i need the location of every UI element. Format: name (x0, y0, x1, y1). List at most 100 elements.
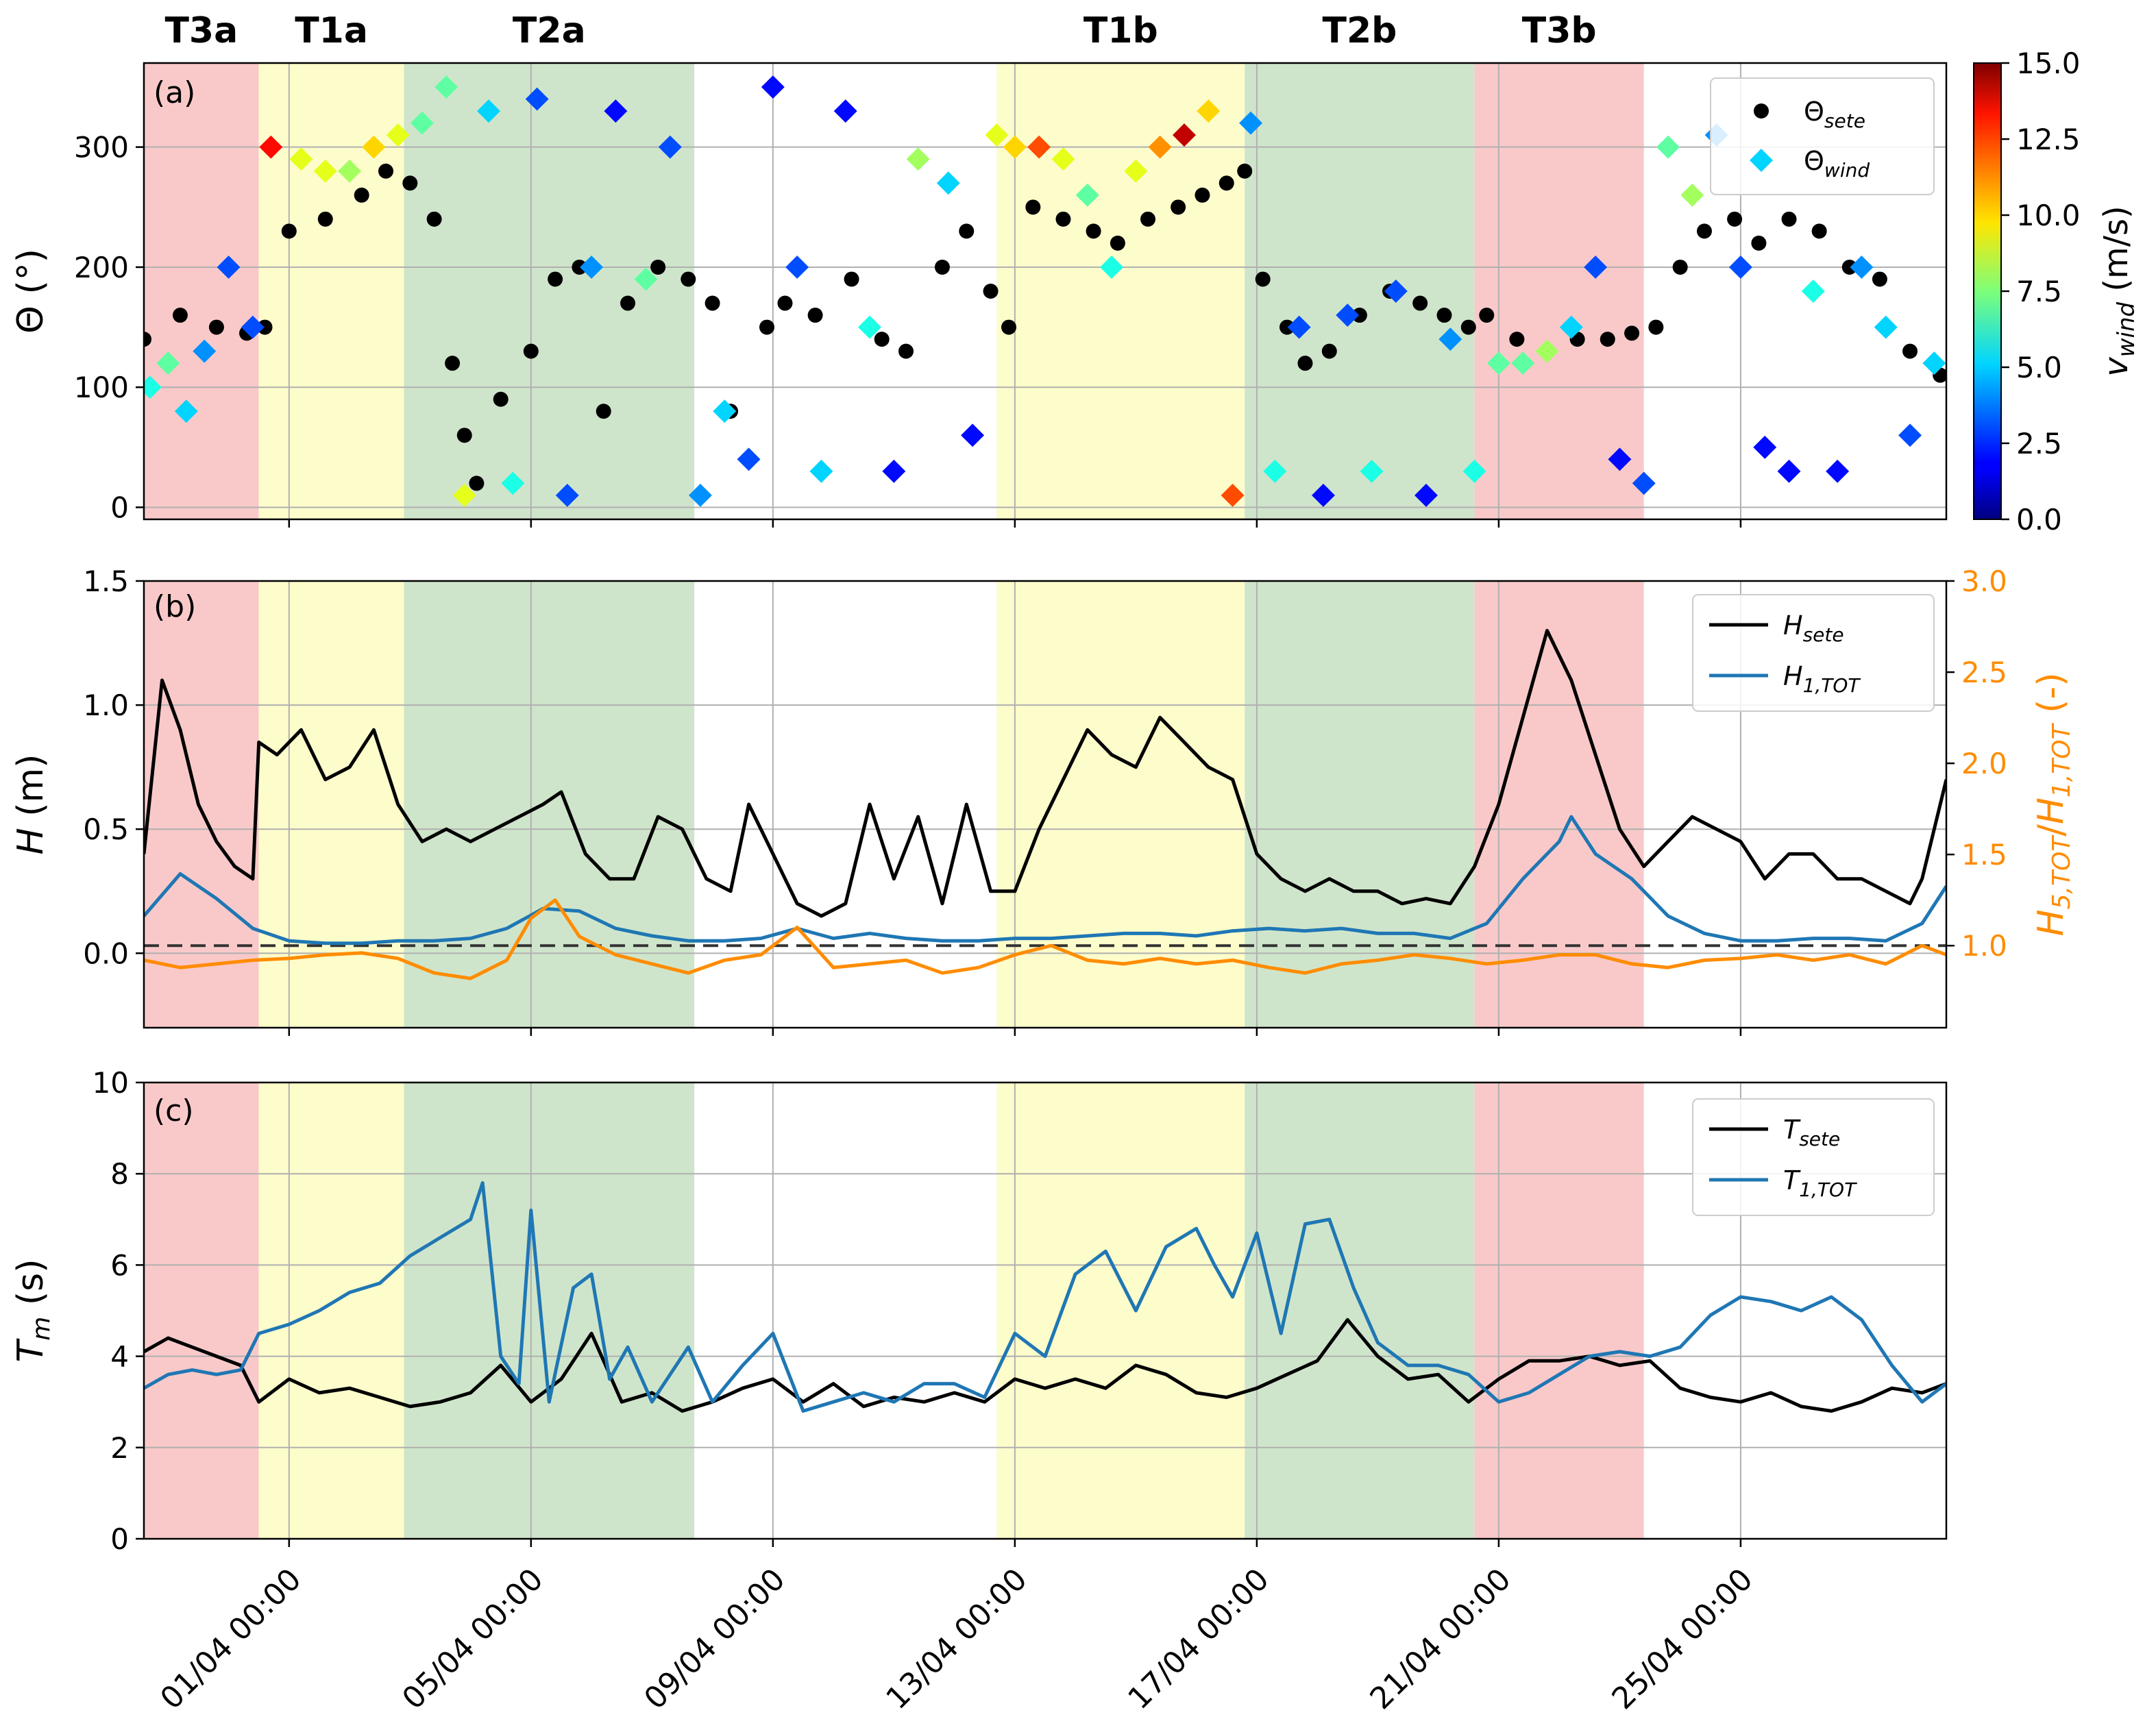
point-theta-sete (1171, 199, 1186, 215)
point-theta-sete (456, 428, 472, 443)
plot-area (144, 1181, 1946, 1413)
x-axis-ticks (288, 519, 1742, 528)
period-band-t3a (144, 63, 259, 519)
y-tick-label: 200 (74, 251, 129, 284)
point-theta-wind (1312, 483, 1335, 507)
y2-tick-label: 3.0 (1961, 565, 2007, 598)
period-band-t2b (1245, 1082, 1475, 1539)
point-theta-sete (172, 308, 188, 323)
x-axis: 01/04 00:00 05/04 00:00 09/04 00:00 13/04 0… (154, 1539, 1760, 1716)
point-theta-wind (1027, 135, 1051, 159)
point-theta-wind (737, 447, 761, 471)
point-theta-sete (1751, 235, 1767, 251)
y-axis: 0 100 200 300 (74, 131, 144, 524)
point-theta-sete (317, 211, 333, 227)
period-band-t1a (258, 581, 404, 1028)
point-theta-wind (1336, 304, 1360, 327)
point-theta-sete (1811, 223, 1827, 239)
period-band-t2a (404, 1082, 695, 1539)
point-theta-wind (501, 471, 525, 495)
period-label-t1b: T1b (1083, 10, 1158, 51)
y2-axis: 1.0 1.5 2.0 2.5 3.0 (1946, 565, 2007, 963)
point-theta-wind (525, 87, 549, 111)
point-theta-wind (985, 123, 1009, 147)
period-band-t3b (1474, 1082, 1644, 1539)
point-theta-sete (1025, 199, 1041, 215)
colorbar-tick-label: 15.0 (2016, 47, 2081, 80)
x-tick-label: 13/04 00:00 (879, 1562, 1033, 1716)
point-theta-wind (241, 315, 265, 339)
point-theta-sete (1624, 325, 1640, 341)
x-tick-label: 25/04 00:00 (1605, 1562, 1759, 1716)
period-labels: T3a T1a T2a T1b T2b T3b (164, 10, 1596, 51)
point-theta-sete (493, 391, 509, 407)
point-theta-sete (650, 259, 666, 275)
point-theta-wind (1384, 280, 1408, 303)
period-band-t2a (404, 63, 695, 519)
point-theta-sete (1841, 259, 1857, 275)
point-theta-sete (1872, 271, 1887, 287)
period-band-t2a (404, 581, 695, 1028)
point-theta-wind (1197, 99, 1221, 123)
point-theta-sete (354, 187, 369, 203)
series-line-tsete (144, 1317, 1946, 1413)
point-theta-wind (761, 75, 785, 99)
period-label-t3a: T3a (164, 10, 238, 51)
colorbar: 0.0 2.5 5.0 7.5 10.0 12.5 15.0 vwind (m/s) (1973, 47, 2140, 536)
panel-b: 0.0 0.5 1.0 1.5 1.0 1.5 2.0 2.5 3.0 (b) H (m) H… (10, 565, 2076, 1036)
point-theta-sete (807, 308, 823, 323)
legend-label: Hsete (1783, 610, 1844, 646)
point-theta-sete (1297, 356, 1313, 371)
point-theta-wind (477, 99, 501, 123)
point-theta-sete (1218, 175, 1234, 191)
colorbar-tick-label: 2.5 (2016, 427, 2062, 460)
point-theta-wind (1148, 135, 1172, 159)
point-theta-sete (378, 163, 394, 179)
colorbar-ticks: 0.0 2.5 5.0 7.5 10.0 12.5 15.0 (2001, 47, 2081, 536)
point-theta-wind (1221, 483, 1245, 507)
x-axis-ticks (288, 1028, 1742, 1036)
y-tick-label: 1.0 (83, 689, 129, 722)
point-theta-sete (1279, 319, 1295, 335)
colorbar-gradient (1973, 62, 2002, 520)
point-theta-wind (1263, 459, 1287, 483)
point-theta-sete (572, 259, 587, 275)
point-theta-sete (1055, 211, 1071, 227)
colorbar-tick-label: 5.0 (2016, 351, 2062, 384)
point-theta-sete (281, 223, 297, 239)
x-tick-label: 21/04 00:00 (1363, 1562, 1517, 1716)
y-tick-label: 100 (74, 371, 129, 404)
point-theta-wind (259, 135, 283, 159)
point-theta-sete (934, 259, 950, 275)
legend: Hsete H1,TOT (1692, 594, 1935, 712)
period-label-t1a: T1a (295, 10, 368, 51)
y-tick-label: 8 (110, 1157, 129, 1191)
point-theta-wind (1801, 280, 1825, 303)
point-theta-sete (959, 223, 975, 239)
legend: Tsete T1,TOT (1692, 1098, 1935, 1216)
point-theta-sete (469, 475, 485, 491)
point-theta-sete (1696, 223, 1712, 239)
plot-area (144, 628, 1946, 980)
colorbar-label: vwind (m/s) (2097, 206, 2140, 376)
point-theta-sete (1140, 211, 1156, 227)
period-bands (144, 63, 1644, 519)
point-theta-sete (620, 295, 636, 311)
point-theta-sete (1237, 163, 1253, 179)
point-theta-sete (898, 343, 914, 359)
colorbar-tick-label: 0.0 (2016, 503, 2062, 536)
point-theta-sete (1412, 295, 1428, 311)
y-tick-label: 6 (110, 1248, 129, 1282)
point-theta-sete (1479, 308, 1495, 323)
period-label-t2a: T2a (513, 10, 586, 51)
axes-frame (143, 580, 1948, 1029)
axes-frame (143, 62, 1948, 521)
y2-tick-label: 1.0 (1961, 929, 2007, 963)
point-theta-sete (548, 271, 563, 287)
period-bands (144, 1082, 1644, 1539)
point-theta-sete (1321, 343, 1337, 359)
point-theta-wind (1728, 255, 1752, 279)
panel-a: 0 100 200 300 (a) Θ (°) Θsete Θwind 0.0 2.5 5… (10, 10, 2140, 536)
period-band-t3a (144, 1082, 259, 1539)
